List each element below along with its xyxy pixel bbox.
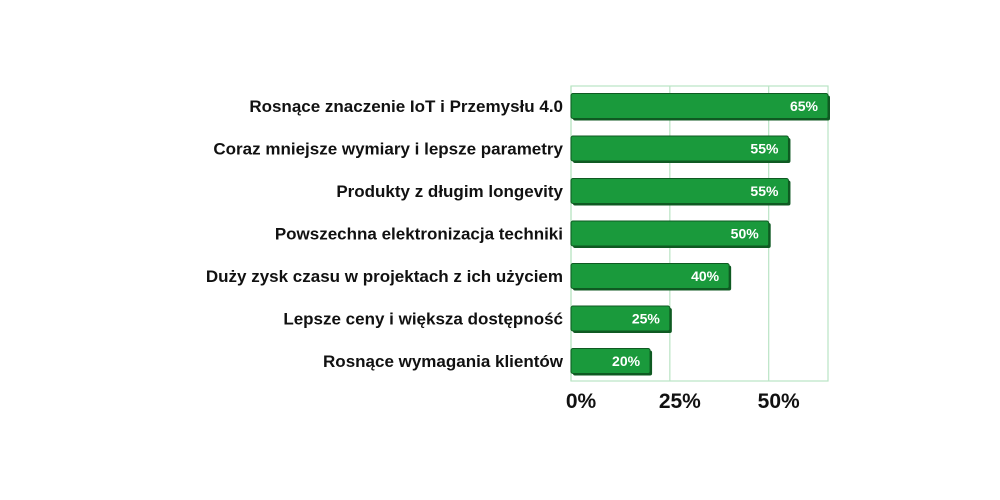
x-tick-label-0: 0% <box>566 390 597 413</box>
bar-3 <box>570 220 770 247</box>
value-label-3: 50% <box>731 226 760 242</box>
category-label-4: Duży zysk czasu w projektach z ich użyci… <box>206 267 563 286</box>
x-tick-label-1: 25% <box>659 390 701 413</box>
bar-5 <box>570 305 671 332</box>
value-label-6: 20% <box>612 353 641 369</box>
x-tick-label-2: 50% <box>758 390 800 413</box>
category-label-6: Rosnące wymagania klientów <box>323 352 564 371</box>
value-label-1: 55% <box>750 141 779 157</box>
category-label-5: Lepsze ceny i większa dostępność <box>283 310 563 329</box>
category-labels: Rosnące znaczenie IoT i Przemysłu 4.0 Cor… <box>206 97 564 371</box>
category-label-0: Rosnące znaczenie IoT i Przemysłu 4.0 <box>249 97 563 116</box>
value-label-0: 65% <box>790 98 819 114</box>
value-label-5: 25% <box>632 311 661 327</box>
category-label-1: Coraz mniejsze wymiary i lepsze parametr… <box>213 140 563 159</box>
bar-4 <box>570 263 730 289</box>
bar-1 <box>570 135 789 162</box>
value-labels: 65% 55% 55% 50% 40% 25% 20% <box>612 98 818 369</box>
bar-0 <box>570 93 829 119</box>
value-label-2: 55% <box>750 183 779 199</box>
category-label-3: Powszechna elektronizacja techniki <box>275 225 563 244</box>
value-label-4: 40% <box>691 268 720 284</box>
category-label-2: Produkty z długim longevity <box>336 182 563 201</box>
x-axis-tick-labels: 0% 25% 50% <box>566 390 800 413</box>
bar-2 <box>570 178 789 204</box>
bars <box>570 93 830 376</box>
bar-6 <box>570 348 651 374</box>
